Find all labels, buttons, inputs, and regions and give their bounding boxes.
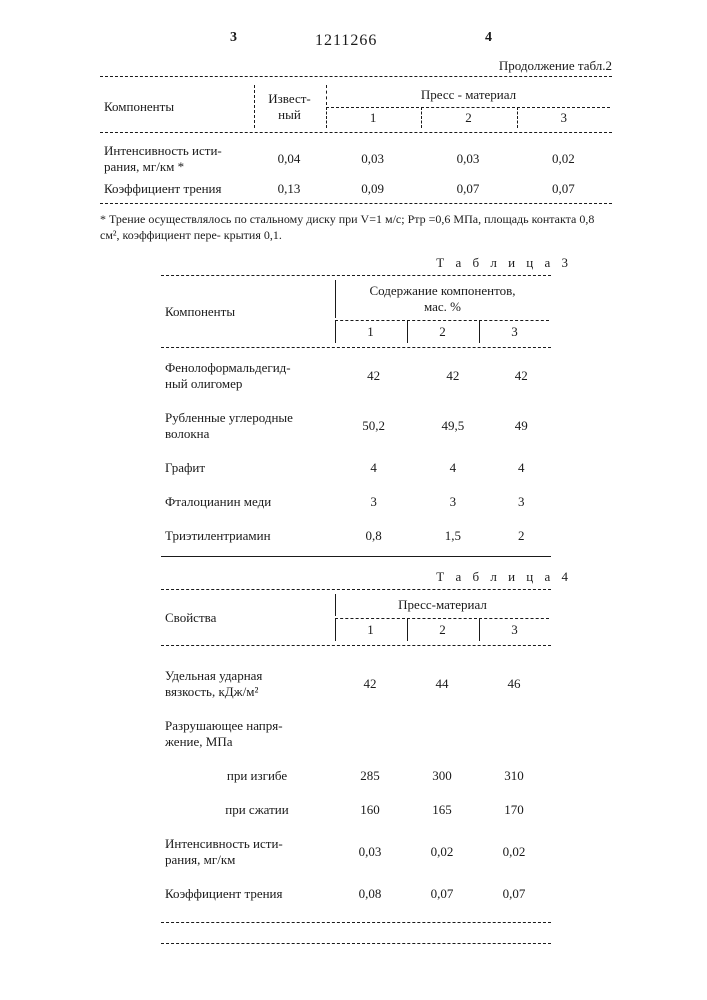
footnote: * Трение осуществлялось по стальному дис…	[100, 212, 612, 243]
table-row: Рубленные углеродныеволокна50,249,549	[163, 402, 549, 450]
table-row: Разрушающее напря-жение, МПа	[163, 710, 549, 758]
table-row: Триэтилентриамин0,81,52	[163, 520, 549, 552]
table-row: Коэффициент трения 0,13 0,09 0,07 0,07	[102, 179, 610, 199]
table-4-title: Т а б л и ц а 4	[100, 569, 572, 585]
t2-sub-1: 1	[326, 107, 419, 128]
table-row: Графит444	[163, 452, 549, 484]
publication-number: 1211266	[315, 32, 377, 50]
table-row: при сжатии160165170	[163, 794, 549, 826]
t4-sub-3: 3	[479, 618, 549, 641]
table-row: Интенсивность исти-рания, мг/км0,030,020…	[163, 828, 549, 876]
table-row: Фталоцианин меди333	[163, 486, 549, 518]
t2-sub-3: 3	[517, 107, 610, 128]
t4-sub-1: 1	[335, 618, 405, 641]
table-3-body: Фенолоформальдегид-ный олигомер424242 Ру…	[161, 350, 551, 554]
t2-hdr-components: Компоненты	[102, 85, 252, 128]
table-row: при изгибе285300310	[163, 760, 549, 792]
table-row: Коэффициент трения0,080,070,07	[163, 878, 549, 910]
t3-sub-2: 2	[407, 320, 477, 343]
t2-sub-2: 2	[421, 107, 514, 128]
table-4-body: Удельная ударнаявязкость, кДж/м²424446 Р…	[161, 658, 551, 912]
t4-hdr-press: Пресс-материал	[335, 594, 549, 616]
t3-sub-1: 1	[335, 320, 405, 343]
t4-sub-2: 2	[407, 618, 477, 641]
t4-hdr-props: Свойства	[163, 594, 333, 641]
t3-hdr-components: Компоненты	[163, 280, 333, 343]
page-number-right: 4	[485, 30, 492, 46]
table-4: Свойства Пресс-материал 1 2 3	[161, 592, 551, 643]
t3-hdr-content: Содержание компонентов,мас. %	[335, 280, 549, 318]
t3-sub-3: 3	[479, 320, 549, 343]
continuation-label: Продолжение табл.2	[100, 58, 612, 74]
table-3: Компоненты Содержание компонентов,мас. %…	[161, 278, 551, 345]
table-row: Удельная ударнаявязкость, кДж/м²424446	[163, 660, 549, 708]
table-row: Фенолоформальдегид-ный олигомер424242	[163, 352, 549, 400]
table-row: Интенсивность исти-рания, мг/км * 0,04 0…	[102, 141, 610, 177]
table-2-body: Интенсивность исти-рания, мг/км * 0,04 0…	[100, 139, 612, 201]
t2-hdr-press: Пресс - материал	[326, 85, 610, 105]
page-number-left: 3	[230, 30, 237, 46]
t2-hdr-known: Извест-ный	[254, 85, 324, 128]
table-3-title: Т а б л и ц а 3	[100, 255, 572, 271]
table-2: Компоненты Извест-ный Пресс - материал 1…	[100, 83, 612, 130]
